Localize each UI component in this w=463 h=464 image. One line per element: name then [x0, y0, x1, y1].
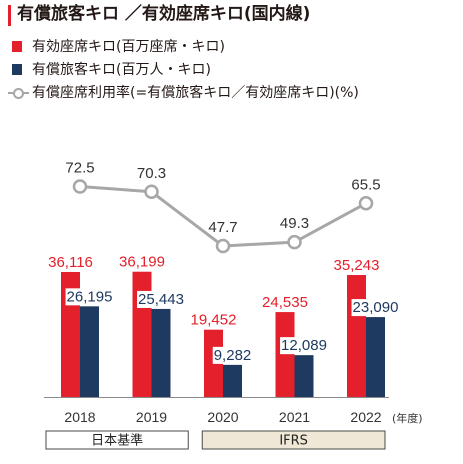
- load-factor-marker: [72, 179, 88, 194]
- legend-marker: [8, 63, 28, 77]
- value-label-background: [118, 253, 166, 271]
- legend-item-load-factor: 有償座席利用率(=有償旅客キロ／有効座席キロ)(%): [8, 81, 359, 104]
- x-axis-unit-label: (年度): [392, 411, 423, 425]
- revenue-passenger-km-value-label: 9,282: [214, 347, 252, 364]
- value-label-background: [332, 257, 381, 275]
- value-label-background: [137, 290, 185, 308]
- revenue-passenger-km-value-label: 26,195: [67, 288, 113, 305]
- accounting-standard-label: 日本基準: [91, 433, 143, 449]
- legend-item-available-seat-km: 有効座席キロ(百万座席・キロ): [8, 35, 359, 58]
- available-seat-km-value-label: 19,452: [191, 312, 237, 329]
- load-factor-value-label: 72.5: [65, 160, 94, 177]
- load-factor-marker: [144, 184, 159, 200]
- legend-label: 有償座席利用率(=有償旅客キロ／有効座席キロ)(%): [32, 84, 359, 101]
- load-factor-marker: [287, 234, 302, 250]
- legend-item-revenue-passenger-km: 有償旅客キロ(百万人・キロ): [8, 58, 359, 81]
- line-with-circle-icon: [8, 86, 29, 100]
- accounting-standard-label: IFRS: [279, 434, 308, 449]
- revenue-passenger-km-bar: [366, 317, 385, 397]
- load-factor-line: [79, 185, 367, 248]
- revenue-passenger-km-value-label: 23,090: [353, 299, 399, 316]
- load-factor-value-label: 65.5: [351, 176, 380, 193]
- available-seat-km-value-label: 36,116: [48, 254, 93, 271]
- year-label: 2022: [350, 409, 381, 425]
- revenue-passenger-km-bar: [294, 355, 314, 397]
- accounting-standard-band: [201, 430, 386, 450]
- year-label: 2019: [136, 409, 167, 425]
- title-accent-bar: [8, 5, 11, 26]
- bar-value-labels: 36,116 36,199 19,452 24,535 35,243 26,195 25,4…: [47, 253, 400, 364]
- load-factor-value-label: 49.3: [280, 215, 309, 232]
- available-seat-km-value-label: 36,199: [119, 254, 165, 271]
- x-axis-labels: 2018 2019 2020 2021 2022: [64, 409, 381, 425]
- load-factor-value-label: 70.3: [137, 165, 166, 182]
- available-seat-km-bar: [275, 312, 295, 397]
- available-seat-km-value-label: 24,535: [262, 294, 308, 311]
- accounting-standard-band: [45, 430, 189, 450]
- chart-title: 有償旅客キロ ／有効座席キロ(国内線): [17, 4, 311, 24]
- value-label-background: [47, 254, 94, 272]
- year-label: 2020: [207, 409, 238, 425]
- legend-circle-icon: [13, 87, 24, 99]
- value-label-background: [351, 299, 400, 317]
- available-seat-km-value-label: 35,243: [334, 257, 380, 274]
- legend-label: 有償旅客キロ(百万人・キロ): [32, 61, 211, 78]
- revenue-passenger-km-value-label: 12,089: [281, 337, 327, 354]
- red-square-swatch-icon: [12, 40, 22, 52]
- load-factor-marker: [358, 196, 374, 211]
- revenue-passenger-km-bar: [223, 364, 242, 397]
- value-label-background: [189, 311, 238, 329]
- navy-square-swatch-icon: [12, 63, 22, 75]
- year-label: 2021: [279, 409, 310, 425]
- load-factor-marker: [215, 238, 231, 254]
- legend: 有効座席キロ(百万座席・キロ) 有償旅客キロ(百万人・キロ) 有償座席利用率(=…: [8, 35, 359, 104]
- available-seat-km-bar: [347, 275, 366, 397]
- year-label: 2018: [64, 409, 95, 425]
- load-factor-value-label: 47.7: [208, 219, 237, 236]
- revenue-passenger-km-bar: [80, 306, 99, 397]
- legend-marker: [8, 40, 28, 54]
- accounting-standard-bands: 日本基準 IFRS: [45, 430, 386, 450]
- revenue-passenger-km-value-label: 25,443: [138, 291, 184, 308]
- load-factor-layer: 72.5 70.3 47.7 49.3 65.5: [65, 160, 381, 254]
- value-label-background: [212, 346, 253, 364]
- value-label-background: [280, 337, 328, 355]
- legend-label: 有効座席キロ(百万座席・キロ): [32, 38, 225, 55]
- value-label-background: [261, 294, 309, 312]
- revenue-passenger-km-bar: [151, 308, 171, 397]
- value-label-background: [65, 288, 114, 306]
